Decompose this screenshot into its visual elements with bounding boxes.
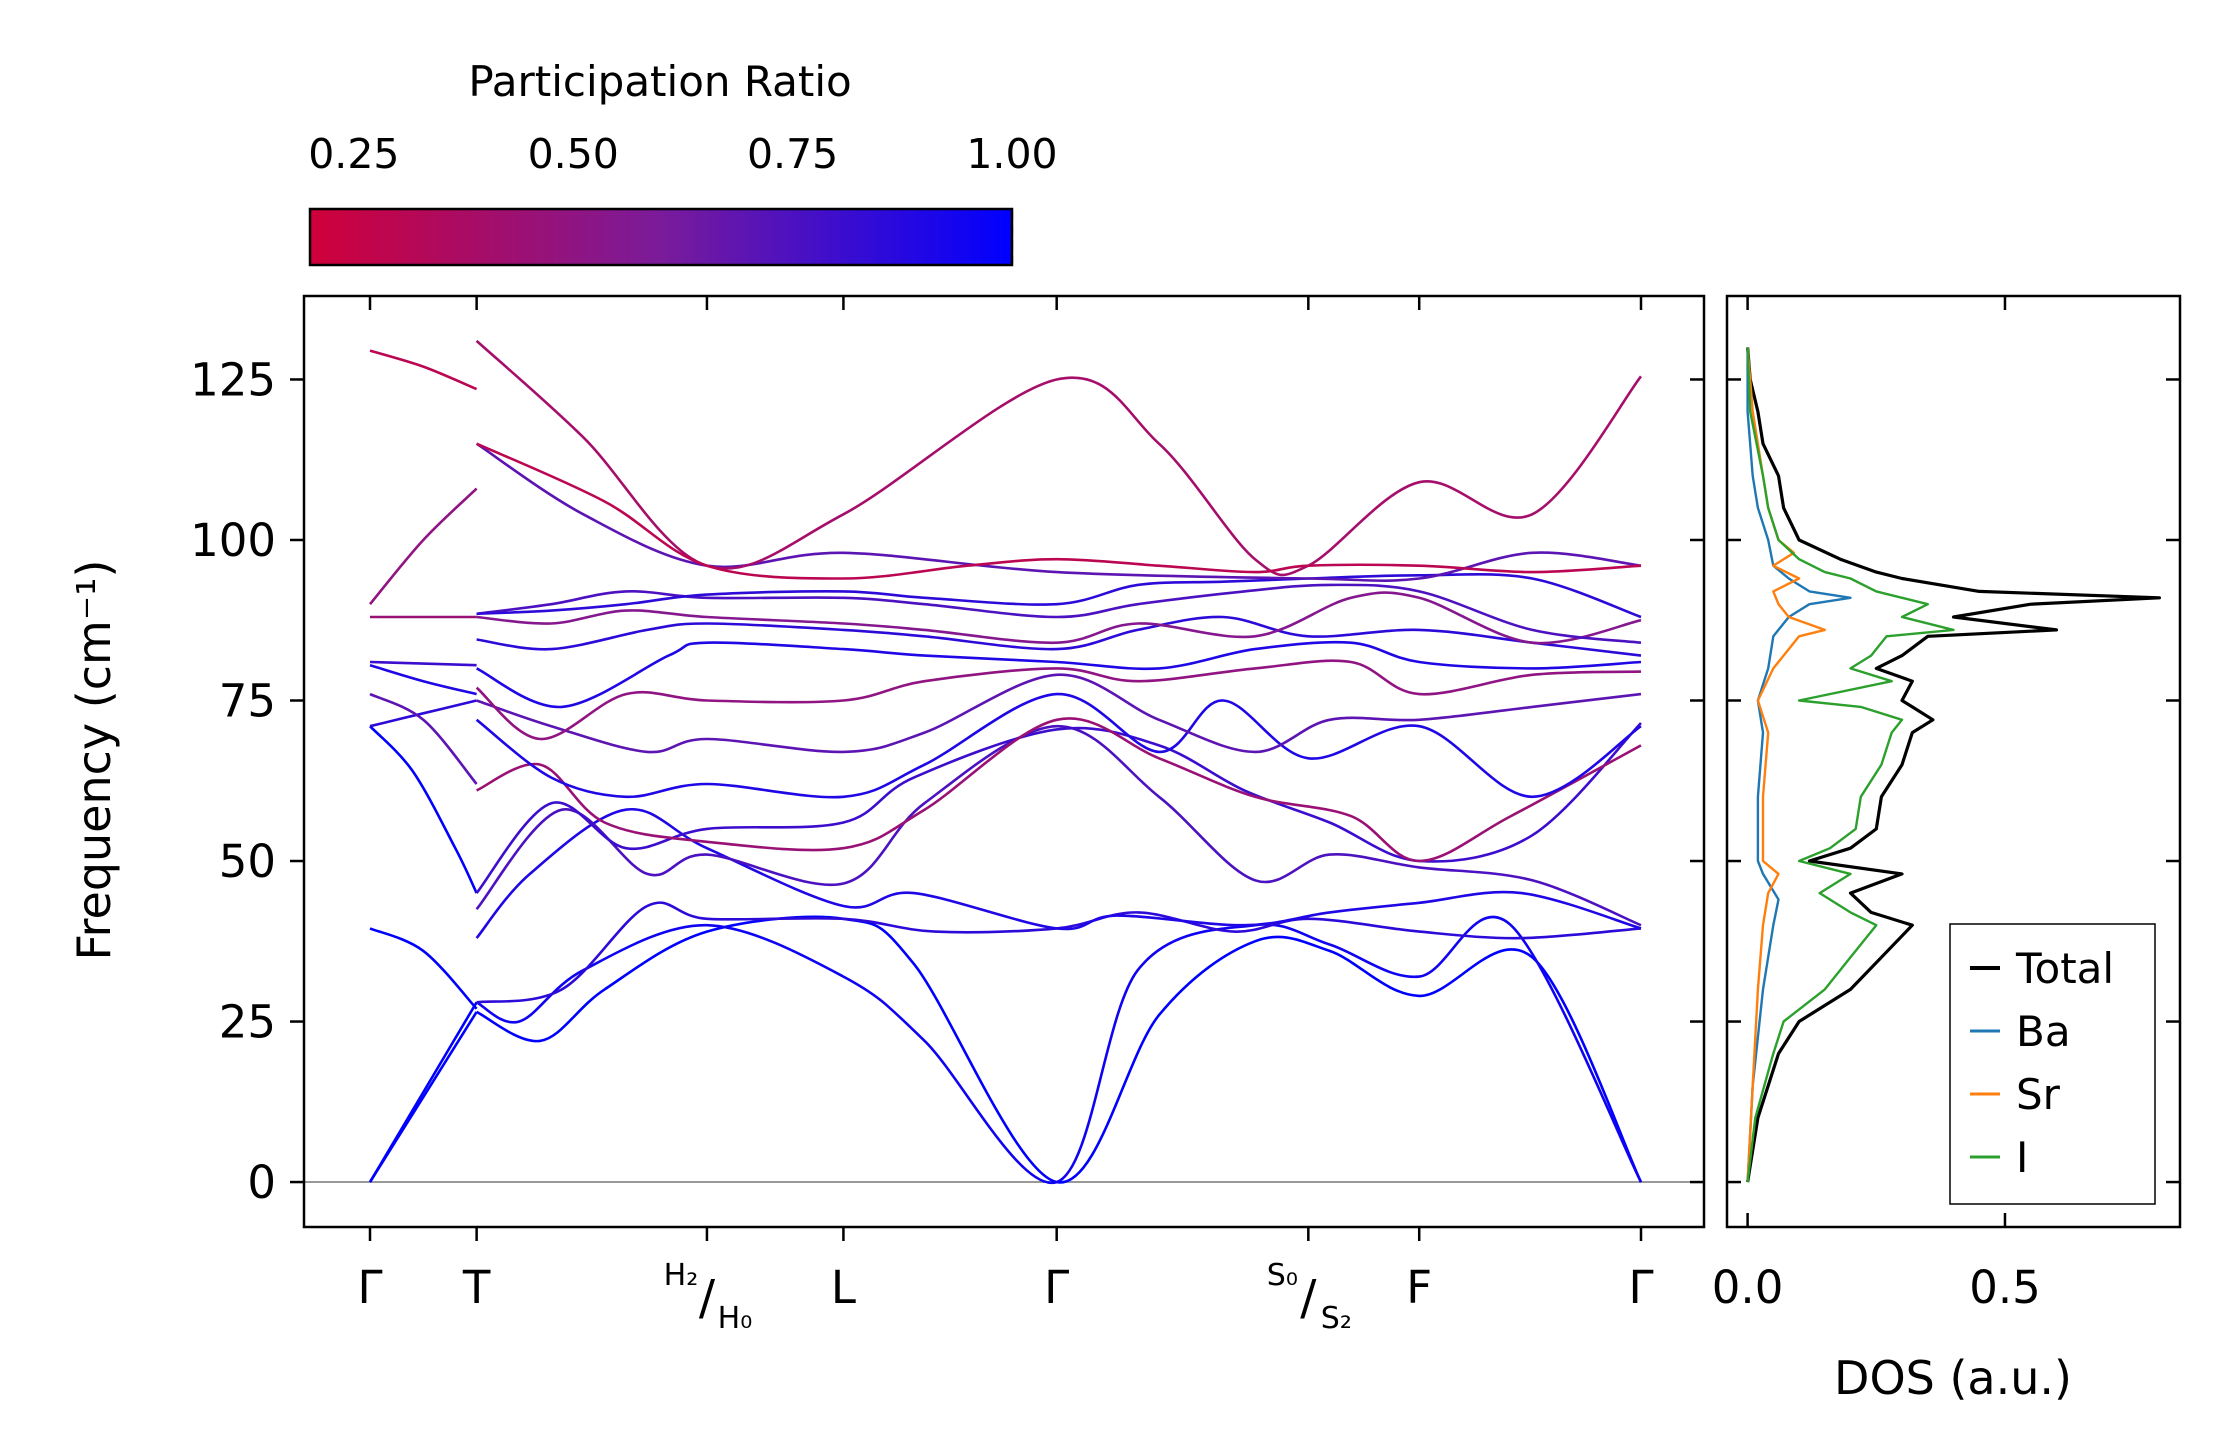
- kpoint-label-top: H₂: [664, 1258, 699, 1293]
- phonon-branch-band-T-5: [475, 724, 1642, 927]
- phonon-branch-acoustic-2: [368, 1001, 478, 1183]
- colorbar-tick-label: 0.75: [747, 130, 838, 178]
- x-axis-title-dos: DOS (a.u.): [1834, 1351, 2072, 1405]
- phonon-branch-band-T-11: [476, 640, 1642, 709]
- phonon-branch-acoustic-3: [369, 927, 478, 1010]
- phonon-branch-optic-G-T-5: [369, 660, 477, 667]
- phonon-branch-band-T-8: [475, 692, 1642, 799]
- phonon-branch-band-T-17: [475, 339, 1643, 577]
- phonon-branch-band-T-4: [475, 807, 1642, 939]
- dos-curve-sr: [1746, 347, 1826, 1183]
- phonon-branch-optic-G-T-7: [369, 487, 478, 606]
- phonon-branch-band-T-13: [476, 591, 1642, 645]
- kpoint-label: F: [1406, 1261, 1432, 1314]
- kpoint-label: Γ: [357, 1261, 382, 1314]
- kpoint-label-bottom: H₀: [718, 1301, 753, 1336]
- kpoint-label-slash: /: [699, 1270, 716, 1326]
- legend-label-sr: Sr: [2016, 1070, 2061, 1119]
- phonon-branch-band-T-14: [476, 583, 1642, 644]
- y-axis-title: Frequency (cm⁻¹): [67, 560, 121, 961]
- dos-curve-i: [1746, 347, 1955, 1183]
- colorbar-tick-label: 1.00: [966, 130, 1057, 178]
- band-lines: [304, 339, 1704, 1185]
- legend-label-i: I: [2016, 1133, 2028, 1182]
- phonon-branch-band-T-18: [476, 442, 1642, 580]
- y-tick-label: 50: [219, 835, 276, 888]
- kpoint-label-compound: H₂ / H₀: [664, 1258, 753, 1336]
- dos-axes: 0.0 0.5: [1712, 296, 2180, 1314]
- phonon-branch-band-T-1: [476, 915, 1643, 1184]
- colorbar-tick-label: 0.25: [308, 130, 399, 178]
- dos-legend: Total Ba Sr I: [1949, 923, 2156, 1205]
- phonon-branch-band-T-7: [476, 717, 1642, 863]
- dos-curve-ba: [1746, 347, 1852, 1183]
- phonon-branch-optic-G-T-3: [369, 692, 478, 785]
- phonon-branch-optic-G-T-2: [369, 699, 477, 728]
- kpoint-label: Γ: [1044, 1261, 1069, 1314]
- y-tick-label: 25: [219, 996, 276, 1049]
- colorbar-title: Participation Ratio: [468, 57, 851, 106]
- band-plot-frame: [302, 294, 1706, 1229]
- phonon-branch-optic-G-T-8: [369, 349, 478, 391]
- y-tick-label: 125: [190, 353, 276, 406]
- legend-label-total: Total: [2015, 944, 2114, 993]
- phonon-branch-band-T-15: [476, 573, 1642, 619]
- phonon-branch-band-T-2: [475, 915, 1643, 1185]
- dos-x-tick-label: 0.5: [1969, 1261, 2041, 1314]
- colorbar-tick-label: 0.50: [528, 130, 619, 178]
- phonon-branch-optic-G-T-1: [369, 725, 478, 894]
- y-tick-label: 0: [247, 1156, 276, 1209]
- dos-lines: [1746, 347, 2161, 1183]
- colorbar: Participation Ratio 0.25 0.50 0.75 1.00: [308, 57, 1058, 267]
- dos-curve-total: [1746, 347, 2161, 1183]
- phonon-branch-band-T-6: [475, 722, 1642, 894]
- phonon-branch-band-T-12: [476, 615, 1642, 657]
- kpoint-label-top: S₀: [1267, 1258, 1298, 1293]
- phonon-branch-band-T-3: [476, 901, 1642, 1004]
- dos-x-tick-label: 0.0: [1712, 1261, 1784, 1314]
- kpoint-label: T: [462, 1261, 491, 1314]
- y-tick-label: 75: [219, 675, 276, 728]
- dos-panel: 0.0 0.5 DOS (a.u.) Total Ba Sr I: [1712, 294, 2182, 1405]
- colorbar-gradient: [308, 207, 1014, 267]
- kpoint-label-slash: /: [1300, 1270, 1317, 1326]
- colorbar-ticks: 0.25 0.50 0.75 1.00: [308, 130, 1058, 263]
- kpoint-label: Γ: [1628, 1261, 1653, 1314]
- phonon-branch-band-T-9: [476, 673, 1642, 754]
- phonon-branch-band-T-10: [475, 659, 1642, 741]
- kpoint-label: L: [831, 1261, 856, 1314]
- phonon-branch-optic-G-T-4: [369, 663, 477, 696]
- phonon-branch-band-T-16: [475, 442, 1642, 582]
- legend-items: Total Ba Sr I: [1970, 944, 2114, 1182]
- kpoint-label-bottom: S₂: [1321, 1301, 1352, 1336]
- kpoint-label-compound: S₀ / S₂: [1267, 1258, 1352, 1336]
- legend-label-ba: Ba: [2016, 1007, 2071, 1056]
- dos-plot-frame: [1725, 294, 2182, 1229]
- y-tick-label: 100: [190, 514, 276, 567]
